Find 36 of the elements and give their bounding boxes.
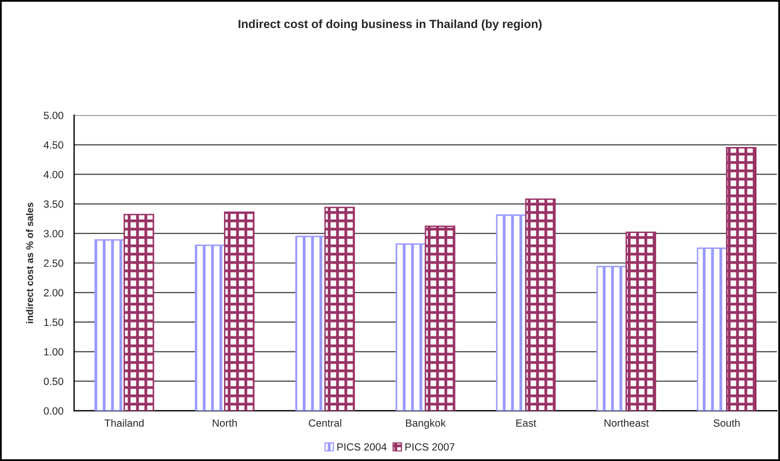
x-tick-label: Northeast (604, 419, 649, 427)
x-tick-label: Central (308, 419, 342, 427)
y-tick-label: 4.50 (44, 141, 64, 149)
bar (94, 239, 125, 411)
x-tick-label: East (516, 419, 536, 427)
legend-label: PICS 2007 (405, 443, 454, 451)
x-tick-label: South (714, 419, 740, 427)
bar (295, 236, 326, 411)
bar (124, 214, 154, 411)
bar (194, 244, 226, 411)
bar (726, 147, 756, 411)
y-tick-label: 1.50 (44, 318, 64, 326)
y-tick-label: 5.00 (44, 112, 64, 120)
bar (224, 211, 255, 411)
y-tick-label: 0.50 (44, 378, 64, 386)
bar (496, 214, 527, 411)
bar (596, 266, 627, 411)
x-tick-label: Bangkok (406, 419, 446, 429)
legend-label: PICS 2004 (337, 443, 387, 451)
bar (525, 198, 556, 411)
y-tick-label: 2.00 (44, 289, 64, 296)
bar (696, 248, 728, 411)
y-tick-label: 0.00 (44, 407, 64, 415)
y-tick-label: 4.00 (44, 170, 64, 178)
y-tick-label: 3.00 (44, 230, 64, 238)
y-tick-label: 2.50 (44, 260, 64, 267)
y-tick-label: 3.50 (44, 200, 64, 208)
chart-title: Indirect cost of doing business in Thailand (by region) (238, 19, 542, 31)
bar (324, 206, 355, 411)
bar (626, 232, 656, 411)
y-axis-title: indirect cost as % of sales (26, 202, 34, 324)
x-tick-label: North (212, 419, 237, 427)
bar (396, 243, 426, 411)
x-tick-label: Thailand (104, 419, 144, 427)
bar (424, 226, 456, 411)
y-tick-label: 1.00 (44, 348, 64, 356)
